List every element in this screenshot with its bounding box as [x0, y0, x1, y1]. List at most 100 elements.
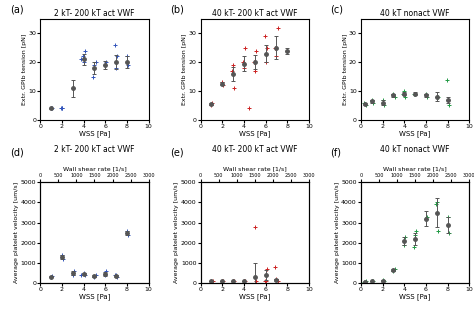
X-axis label: WSS [Pa]: WSS [Pa]	[79, 130, 110, 137]
Point	[47, 274, 55, 280]
Point	[58, 106, 66, 111]
Point	[101, 63, 109, 68]
Point	[70, 268, 78, 273]
Point	[263, 266, 271, 272]
Point	[229, 279, 237, 284]
Point	[240, 279, 248, 284]
Point	[363, 103, 370, 108]
Point	[59, 106, 66, 111]
Point	[444, 214, 451, 219]
Point	[123, 54, 131, 59]
Point	[422, 91, 430, 96]
Point	[102, 60, 110, 65]
X-axis label: WSS [Pa]: WSS [Pa]	[400, 130, 431, 137]
Point	[241, 45, 249, 51]
Point	[111, 42, 119, 47]
Point	[91, 274, 98, 280]
Point	[369, 279, 377, 284]
Point	[208, 103, 215, 108]
Point	[113, 54, 121, 59]
Point	[92, 273, 100, 278]
Point	[78, 57, 85, 62]
Point	[48, 273, 56, 279]
Point	[79, 54, 86, 59]
Point	[59, 256, 67, 261]
Point	[401, 88, 408, 93]
Point	[250, 60, 257, 65]
Point	[444, 97, 451, 102]
Point	[360, 100, 368, 105]
Point	[209, 278, 216, 283]
Point	[434, 228, 442, 233]
Point	[411, 91, 419, 96]
Point	[230, 86, 238, 91]
Point	[261, 279, 268, 284]
X-axis label: WSS [Pa]: WSS [Pa]	[239, 130, 271, 137]
Text: (d): (d)	[10, 147, 24, 157]
Title: 40 kT nonact VWF: 40 kT nonact VWF	[380, 145, 450, 155]
X-axis label: WSS [Pa]: WSS [Pa]	[79, 294, 110, 300]
Point	[401, 242, 408, 247]
Text: (e): (e)	[170, 147, 184, 157]
Point	[423, 214, 431, 219]
Point	[208, 100, 216, 105]
Point	[246, 106, 253, 111]
Point	[208, 279, 215, 284]
Point	[252, 48, 260, 53]
Point	[434, 94, 442, 99]
Point	[443, 77, 450, 82]
Point	[272, 264, 279, 269]
Point	[92, 60, 100, 65]
Point	[81, 273, 89, 278]
Point	[219, 83, 227, 88]
Point	[101, 273, 109, 278]
Point	[58, 252, 66, 257]
Point	[81, 48, 89, 53]
Point	[273, 276, 280, 281]
Point	[380, 279, 387, 284]
Text: (b): (b)	[170, 4, 184, 14]
Point	[390, 268, 397, 273]
Point	[410, 91, 418, 96]
Point	[379, 277, 386, 282]
Point	[391, 266, 398, 272]
Point	[390, 91, 397, 96]
Point	[273, 25, 281, 30]
Point	[445, 230, 453, 235]
Y-axis label: Extr. GPIb tension [pN]: Extr. GPIb tension [pN]	[343, 34, 347, 105]
Y-axis label: Average platelet velocity [um/s]: Average platelet velocity [um/s]	[174, 182, 180, 283]
Point	[400, 91, 407, 96]
Point	[240, 66, 248, 71]
Point	[401, 94, 409, 99]
Point	[229, 63, 237, 68]
Point	[124, 232, 132, 237]
Point	[69, 273, 77, 278]
Point	[360, 280, 368, 285]
Point	[111, 273, 119, 278]
Point	[241, 279, 249, 284]
Point	[368, 279, 375, 284]
Text: (a): (a)	[10, 4, 24, 14]
Title: 40 kT- 200 kT act VWF: 40 kT- 200 kT act VWF	[212, 9, 298, 18]
Point	[239, 60, 246, 65]
Point	[262, 60, 269, 65]
Point	[263, 45, 271, 51]
X-axis label: Wall shear rate [1/s]: Wall shear rate [1/s]	[383, 166, 447, 171]
Point	[433, 200, 440, 205]
Point	[273, 279, 281, 284]
Point	[422, 216, 430, 221]
Point	[411, 232, 419, 237]
Point	[112, 273, 120, 278]
Point	[102, 268, 110, 273]
Point	[380, 103, 387, 108]
Title: 2 kT- 200 kT act VWF: 2 kT- 200 kT act VWF	[54, 9, 135, 18]
Y-axis label: Extr. GPIb tension [pN]: Extr. GPIb tension [pN]	[182, 34, 187, 105]
Point	[262, 279, 269, 284]
Point	[251, 224, 258, 229]
Text: (f): (f)	[330, 147, 342, 157]
Y-axis label: Average platelet velocity [um/s]: Average platelet velocity [um/s]	[335, 182, 340, 283]
Y-axis label: Average platelet velocity [um/s]: Average platelet velocity [um/s]	[14, 182, 19, 283]
Point	[69, 86, 77, 91]
X-axis label: WSS [Pa]: WSS [Pa]	[239, 294, 271, 300]
Text: (c): (c)	[330, 4, 344, 14]
